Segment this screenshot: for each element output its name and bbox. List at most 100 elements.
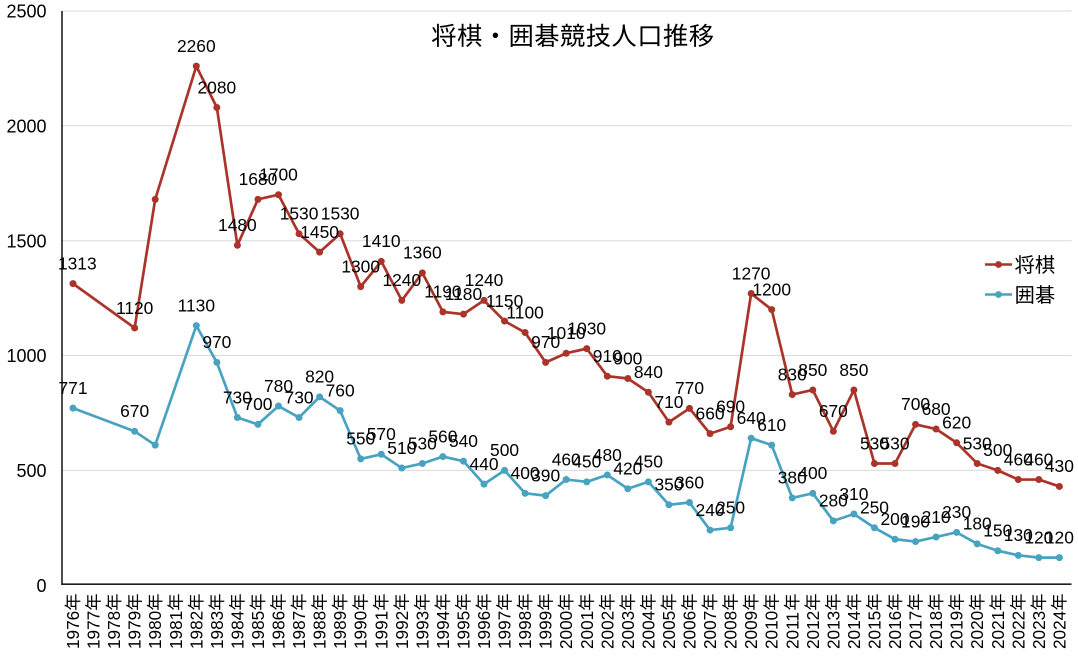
svg-text:150: 150 bbox=[983, 521, 1012, 541]
svg-text:710: 710 bbox=[654, 392, 683, 412]
svg-text:500: 500 bbox=[16, 461, 46, 481]
svg-text:430: 430 bbox=[1045, 456, 1074, 476]
svg-text:760: 760 bbox=[326, 380, 355, 400]
svg-text:1130: 1130 bbox=[178, 296, 215, 316]
svg-text:770: 770 bbox=[675, 378, 704, 398]
svg-text:1985: 1985 bbox=[248, 611, 268, 649]
svg-text:460: 460 bbox=[1024, 449, 1053, 469]
svg-text:1180: 1180 bbox=[445, 284, 482, 304]
svg-text:640: 640 bbox=[737, 408, 766, 428]
svg-text:1984: 1984 bbox=[227, 610, 247, 649]
svg-text:1240: 1240 bbox=[465, 270, 504, 290]
svg-text:2080: 2080 bbox=[198, 77, 237, 97]
svg-text:1480: 1480 bbox=[218, 215, 257, 235]
svg-text:1450: 1450 bbox=[300, 222, 339, 242]
svg-text:0: 0 bbox=[36, 576, 46, 596]
svg-text:2007: 2007 bbox=[700, 611, 720, 649]
svg-text:1989: 1989 bbox=[330, 611, 350, 649]
svg-text:450: 450 bbox=[634, 452, 663, 472]
svg-text:530: 530 bbox=[860, 433, 889, 453]
svg-text:550: 550 bbox=[346, 429, 375, 449]
svg-text:1991: 1991 bbox=[371, 611, 391, 649]
svg-text:2003: 2003 bbox=[618, 611, 638, 649]
svg-text:2005: 2005 bbox=[659, 611, 679, 649]
svg-text:2260: 2260 bbox=[177, 36, 216, 56]
svg-text:2002: 2002 bbox=[597, 611, 617, 649]
svg-text:460: 460 bbox=[1004, 449, 1033, 469]
svg-text:2016: 2016 bbox=[885, 611, 905, 649]
svg-text:1270: 1270 bbox=[732, 263, 771, 283]
svg-text:1978: 1978 bbox=[104, 611, 124, 649]
svg-text:1994: 1994 bbox=[433, 610, 453, 649]
svg-text:1999: 1999 bbox=[536, 611, 556, 649]
svg-text:850: 850 bbox=[839, 360, 868, 380]
svg-text:620: 620 bbox=[942, 413, 971, 433]
svg-text:2010: 2010 bbox=[762, 611, 782, 649]
svg-text:2011: 2011 bbox=[782, 612, 802, 649]
svg-text:180: 180 bbox=[963, 514, 992, 534]
svg-text:200: 200 bbox=[880, 509, 909, 529]
svg-text:1980: 1980 bbox=[145, 611, 165, 649]
svg-text:500: 500 bbox=[983, 440, 1012, 460]
svg-text:2008: 2008 bbox=[721, 611, 741, 649]
svg-text:230: 230 bbox=[942, 502, 971, 522]
svg-text:1530: 1530 bbox=[321, 204, 360, 224]
svg-text:530: 530 bbox=[408, 433, 437, 453]
svg-text:1100: 1100 bbox=[506, 302, 543, 322]
svg-text:771: 771 bbox=[58, 378, 87, 398]
svg-text:1240: 1240 bbox=[382, 270, 421, 290]
svg-text:2022: 2022 bbox=[1008, 611, 1028, 649]
svg-text:1000: 1000 bbox=[6, 346, 46, 366]
svg-text:460: 460 bbox=[552, 449, 581, 469]
svg-text:1998: 1998 bbox=[515, 611, 535, 649]
svg-text:500: 500 bbox=[490, 440, 519, 460]
svg-text:670: 670 bbox=[120, 401, 149, 421]
svg-text:700: 700 bbox=[901, 394, 930, 414]
svg-text:420: 420 bbox=[613, 459, 642, 479]
svg-text:2024: 2024 bbox=[1049, 610, 1069, 649]
svg-text:2018: 2018 bbox=[926, 611, 946, 649]
svg-text:1992: 1992 bbox=[392, 611, 412, 649]
svg-text:1982: 1982 bbox=[186, 611, 206, 649]
svg-text:2015: 2015 bbox=[864, 611, 884, 649]
svg-text:2023: 2023 bbox=[1029, 611, 1049, 649]
svg-text:540: 540 bbox=[449, 431, 478, 451]
svg-text:2000: 2000 bbox=[556, 611, 576, 649]
svg-text:1988: 1988 bbox=[310, 611, 330, 649]
svg-text:2021: 2021 bbox=[988, 611, 1008, 649]
svg-text:1700: 1700 bbox=[259, 165, 298, 185]
svg-text:390: 390 bbox=[531, 465, 560, 485]
svg-text:1360: 1360 bbox=[403, 243, 442, 263]
svg-text:780: 780 bbox=[264, 376, 293, 396]
svg-text:1996: 1996 bbox=[474, 611, 494, 649]
svg-text:660: 660 bbox=[696, 403, 725, 423]
svg-text:1410: 1410 bbox=[362, 231, 401, 251]
svg-text:1190: 1190 bbox=[424, 282, 461, 302]
svg-text:280: 280 bbox=[819, 491, 848, 511]
svg-text:2017: 2017 bbox=[906, 611, 926, 649]
svg-text:970: 970 bbox=[202, 332, 231, 352]
svg-text:700: 700 bbox=[243, 394, 272, 414]
svg-text:970: 970 bbox=[531, 332, 560, 352]
svg-text:690: 690 bbox=[716, 397, 745, 417]
svg-text:2019: 2019 bbox=[947, 611, 967, 649]
svg-text:1150: 1150 bbox=[486, 291, 523, 311]
svg-text:2020: 2020 bbox=[967, 611, 987, 649]
svg-text:2500: 2500 bbox=[6, 2, 46, 22]
svg-text:1300: 1300 bbox=[341, 256, 380, 276]
svg-text:2013: 2013 bbox=[823, 611, 843, 649]
svg-text:350: 350 bbox=[654, 475, 683, 495]
svg-text:2012: 2012 bbox=[803, 611, 823, 649]
svg-text:380: 380 bbox=[778, 468, 807, 488]
svg-text:560: 560 bbox=[428, 426, 457, 446]
svg-text:1979: 1979 bbox=[125, 611, 145, 649]
svg-text:1983: 1983 bbox=[207, 611, 227, 649]
svg-text:190: 190 bbox=[901, 511, 930, 531]
svg-text:610: 610 bbox=[757, 415, 786, 435]
svg-text:310: 310 bbox=[839, 484, 868, 504]
svg-text:570: 570 bbox=[367, 424, 396, 444]
svg-text:1313: 1313 bbox=[58, 253, 97, 273]
svg-text:1680: 1680 bbox=[239, 169, 278, 189]
svg-text:250: 250 bbox=[716, 498, 745, 518]
svg-text:450: 450 bbox=[572, 452, 601, 472]
